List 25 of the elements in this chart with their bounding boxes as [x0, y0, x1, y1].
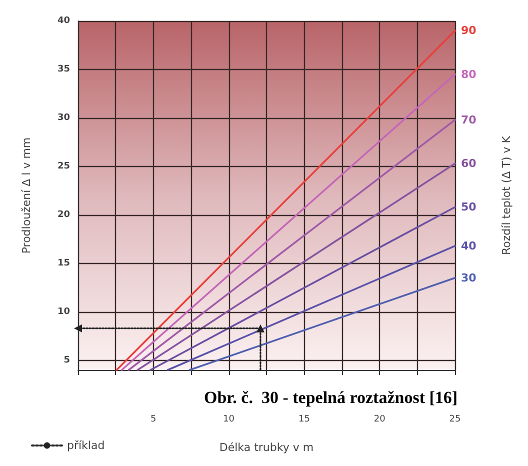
x-axis-title: Délka trubky v m	[219, 441, 314, 454]
series-label: 90	[461, 24, 477, 38]
y-tick-label: 15	[57, 258, 70, 268]
series-label: 50	[461, 200, 477, 214]
y-tick-label: 5	[64, 355, 70, 366]
series-label: 70	[461, 113, 477, 126]
series-label: 30	[461, 271, 477, 284]
y-axis-title: Prodloužení Δ l v mm	[20, 137, 33, 254]
x-tick-label: 15	[298, 414, 310, 424]
x-tick-label: 5	[150, 414, 156, 424]
y-tick-label: 25	[57, 161, 70, 172]
y-tick-label: 30	[57, 112, 70, 123]
text: Obr. č. 30 - tepelná roztažnost [16]	[204, 388, 458, 407]
y-tick-label: 35	[57, 64, 70, 74]
y2-axis-title: Rozdíl teplot (Δ T) v K	[500, 135, 513, 255]
legend-label: příklad	[67, 439, 105, 452]
y-tick-label: 40	[57, 16, 70, 26]
x-tick-label: 25	[449, 414, 461, 424]
series-label: 60	[461, 157, 477, 170]
x-tick-label: 10	[223, 414, 235, 424]
series-label: 40	[461, 239, 477, 252]
y-tick-label: 20	[57, 210, 70, 220]
x-tick-label: 20	[374, 414, 386, 424]
y-tick-label: 10	[57, 306, 70, 317]
series-label: 80	[461, 68, 477, 81]
